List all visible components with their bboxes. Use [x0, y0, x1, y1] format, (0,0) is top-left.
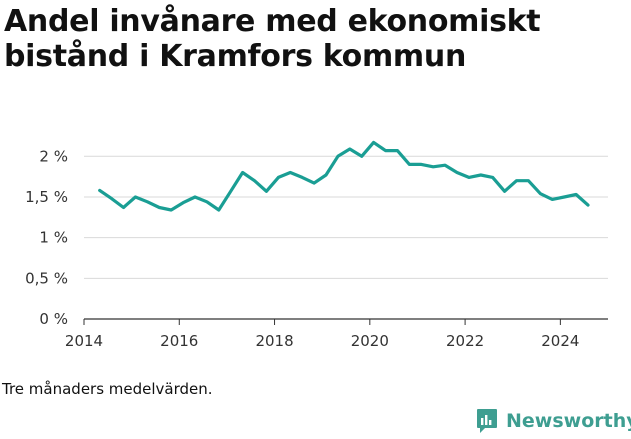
footnote: Tre månaders medelvärden. [2, 380, 213, 398]
x-tick-label: 2016 [160, 332, 198, 350]
chart-title: Andel invånare med ekonomiskt bistånd i … [4, 4, 541, 74]
x-tick-label: 2022 [446, 332, 484, 350]
series-lines [98, 140, 590, 212]
x-tick-label: 2018 [255, 332, 293, 350]
y-tick-label: 0 % [39, 310, 68, 328]
brand-name: Newsworthy [506, 410, 631, 432]
newsworthy-logo-icon [477, 409, 497, 433]
y-tick-labels: 0 % 0,5 % 1 % 1,5 % 2 % [25, 147, 68, 328]
x-tick-label: 2024 [541, 332, 579, 350]
brand-logo[interactable]: Newsworthy [476, 408, 631, 434]
y-tick-label: 0,5 % [25, 269, 68, 287]
series-line [98, 140, 590, 212]
gridlines [84, 155, 608, 320]
y-tick-label: 1 % [39, 229, 68, 247]
y-tick-label: 1,5 % [25, 188, 68, 206]
y-tick-label: 2 % [39, 147, 68, 165]
x-tick-label: 2014 [65, 332, 103, 350]
x-tick-label: 2020 [351, 332, 389, 350]
x-axis: 2014 2016 2018 2020 2022 2024 [65, 319, 579, 350]
